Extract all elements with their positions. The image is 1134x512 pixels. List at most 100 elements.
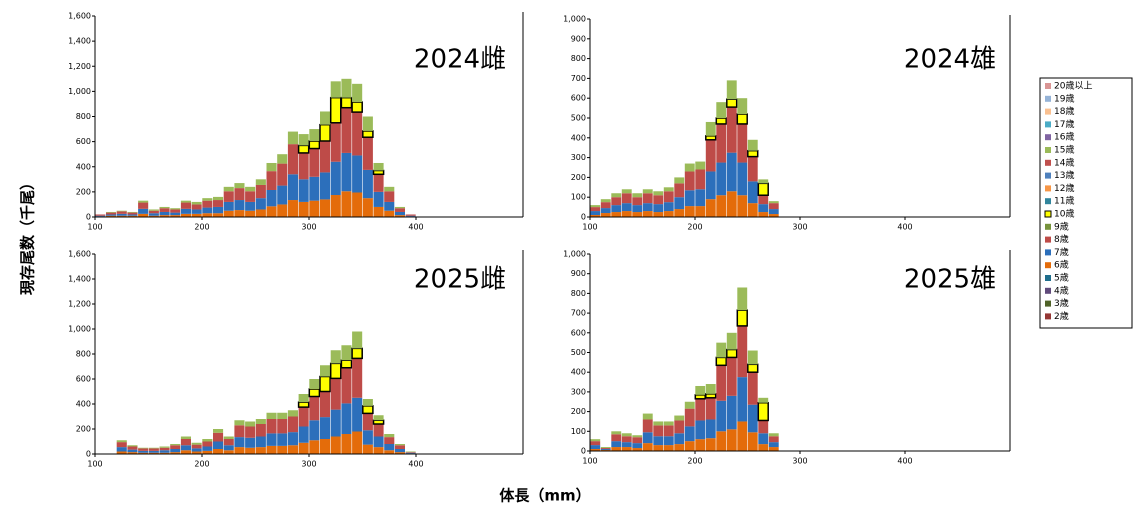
bar-segment xyxy=(747,350,758,365)
bar-segment xyxy=(632,212,643,217)
bar-segment xyxy=(341,107,352,153)
legend-swatch xyxy=(1045,134,1051,141)
bar-segment xyxy=(106,212,117,215)
bar-segment xyxy=(362,399,373,406)
legend-swatch xyxy=(1045,121,1051,128)
bar-segment xyxy=(674,433,685,445)
panel-title: 2024雄 xyxy=(904,45,996,75)
bar-segment xyxy=(341,345,352,361)
bar-segment xyxy=(758,444,769,451)
bar-segment xyxy=(694,394,706,400)
bar-segment xyxy=(330,122,341,162)
bar-segment xyxy=(170,445,181,449)
legend-label: 10歳 xyxy=(1054,208,1074,220)
y-tick-label: 0 xyxy=(86,450,91,459)
legend-swatch xyxy=(1045,108,1051,115)
bar-segment xyxy=(642,211,653,217)
bar-segment xyxy=(170,444,181,446)
bar-segment xyxy=(287,131,298,145)
x-tick-label: 400 xyxy=(408,460,423,469)
bar-segment xyxy=(277,204,288,217)
legend-label: 9歳 xyxy=(1054,220,1069,232)
bar-segment xyxy=(213,206,224,214)
bar-segment xyxy=(716,342,727,358)
bar-segment xyxy=(266,162,277,172)
legend-label: 14歳 xyxy=(1054,156,1074,168)
bar-segment xyxy=(180,202,191,209)
bar-segment xyxy=(684,401,695,409)
bar-segment xyxy=(352,358,363,398)
bar-segment xyxy=(320,439,331,454)
bar-segment xyxy=(277,433,288,446)
panel-title: 2024雌 xyxy=(414,45,506,75)
bar-segment xyxy=(621,189,632,194)
bar-segment xyxy=(716,102,727,118)
bar-segment xyxy=(590,441,601,446)
bar-segment xyxy=(726,429,737,451)
x-tick-label: 200 xyxy=(687,223,702,232)
bar-segment xyxy=(341,152,352,192)
legend-label: 3歳 xyxy=(1054,297,1069,309)
bar-segment xyxy=(159,450,170,453)
bar-segment xyxy=(180,439,191,446)
bar-segment xyxy=(394,449,405,453)
bar-segment xyxy=(330,195,341,217)
bar-segment xyxy=(127,214,138,216)
bar-segment xyxy=(632,448,643,451)
legend-label: 15歳 xyxy=(1054,144,1074,156)
x-tick-label: 100 xyxy=(87,223,102,232)
bar-segment xyxy=(758,397,769,403)
legend-swatch xyxy=(1045,223,1051,230)
bar-segment xyxy=(245,421,256,427)
bar-segment xyxy=(590,445,601,450)
bar-segment xyxy=(590,205,601,208)
legend-label: 16歳 xyxy=(1054,131,1074,143)
bar-segment xyxy=(726,332,737,350)
bar-segment xyxy=(737,123,748,163)
bar-segment xyxy=(341,367,352,404)
bar-segment xyxy=(234,437,245,448)
bar-segment xyxy=(590,439,601,442)
y-tick-label: 1,600 xyxy=(68,250,91,259)
bar-segment xyxy=(159,206,170,209)
y-tick-label: 500 xyxy=(571,348,586,357)
y-tick-label: 600 xyxy=(76,375,91,384)
bar-segment xyxy=(674,209,685,217)
bar-segment xyxy=(611,212,622,217)
bar-segment xyxy=(384,201,395,211)
bar-segment xyxy=(180,208,191,214)
y-tick-label: 900 xyxy=(571,269,586,278)
bar-segment xyxy=(170,208,181,210)
bar-segment xyxy=(309,440,320,454)
bar-segment xyxy=(320,111,331,125)
bar-segment xyxy=(95,215,106,217)
bar-segment xyxy=(159,447,170,451)
bar-segment xyxy=(611,205,622,213)
bar-segment xyxy=(223,445,234,451)
bar-segment xyxy=(308,140,321,150)
bar-segment xyxy=(202,207,213,214)
bar-segment xyxy=(362,137,373,170)
bar-segment xyxy=(663,445,674,451)
bar-segment xyxy=(695,385,706,395)
bar-segment xyxy=(653,421,664,426)
x-tick-label: 200 xyxy=(687,457,702,466)
bar-segment xyxy=(695,398,706,421)
bar-segment xyxy=(632,437,643,444)
y-tick-label: 0 xyxy=(581,213,586,222)
bar-segment xyxy=(234,183,245,189)
x-tick-label: 400 xyxy=(408,223,423,232)
bar-segment xyxy=(642,413,653,420)
bar-segment xyxy=(202,213,213,217)
bar-segment xyxy=(202,441,213,447)
bar-segment xyxy=(768,203,779,210)
bar-segment xyxy=(287,432,298,446)
bar-segment xyxy=(266,189,277,207)
y-tick-label: 100 xyxy=(571,427,586,436)
y-tick-label: 1,000 xyxy=(68,325,91,334)
y-tick-label: 1,400 xyxy=(68,37,91,46)
bar-segment xyxy=(590,207,601,212)
bar-segment xyxy=(705,384,716,394)
bar-segment xyxy=(127,449,138,453)
bar-segment xyxy=(116,211,127,214)
